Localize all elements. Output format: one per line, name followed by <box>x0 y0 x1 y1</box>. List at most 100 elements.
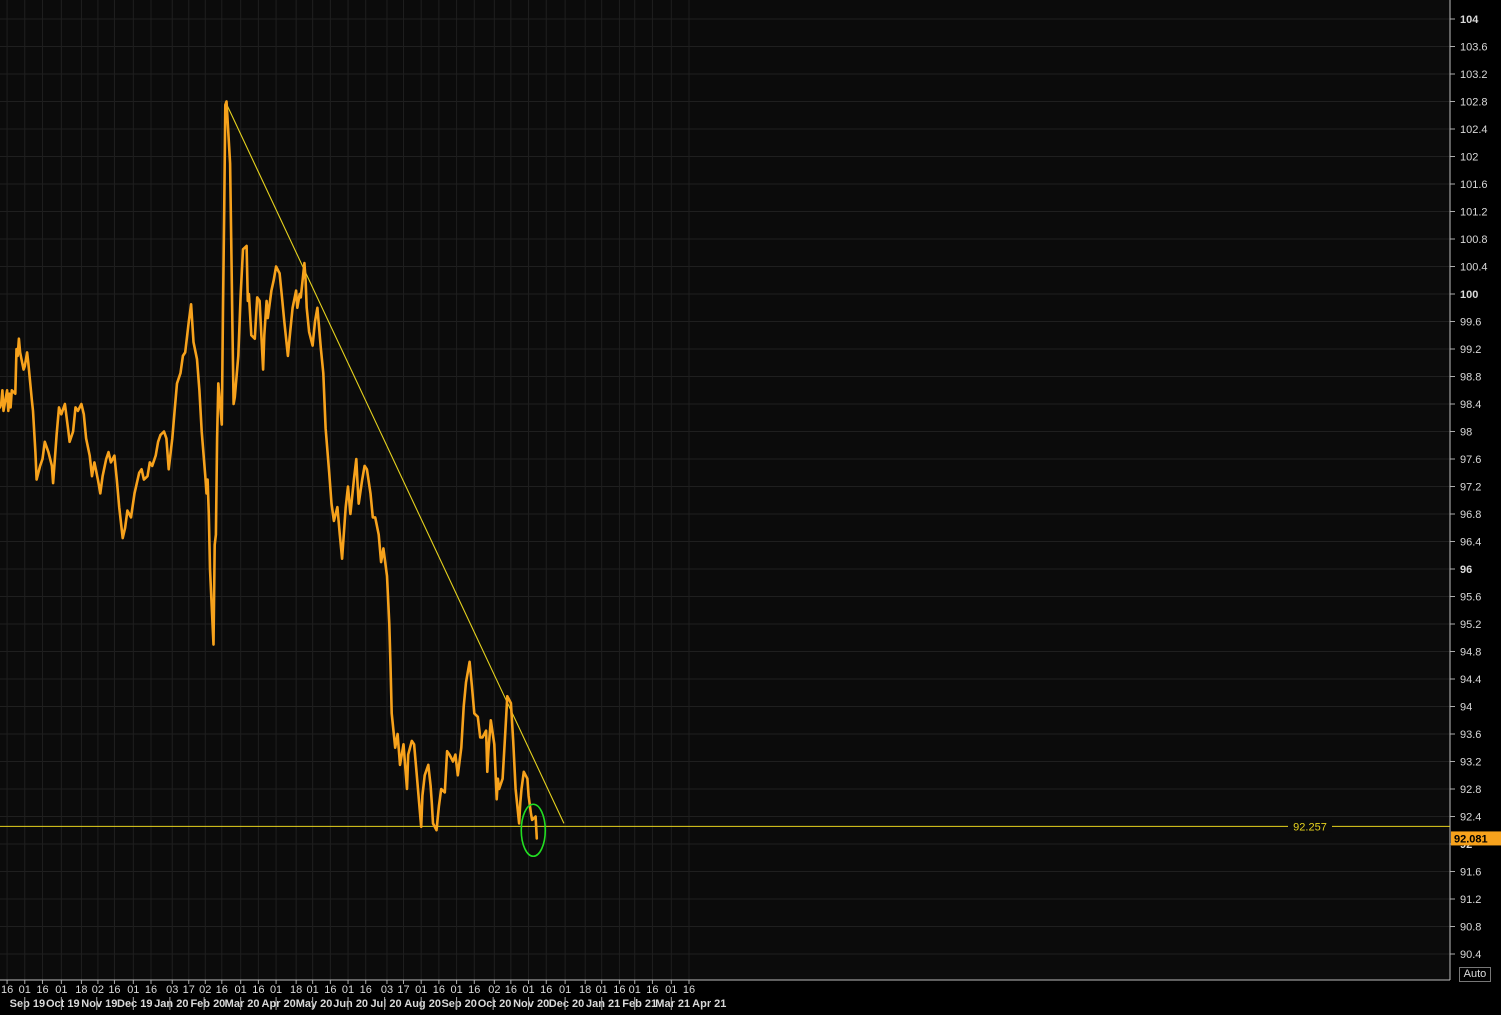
x-day-tick-label: 01 <box>596 984 608 996</box>
y-tick-label: 92.8 <box>1460 784 1481 796</box>
x-day-tick-label: 16 <box>145 984 157 996</box>
x-month-label: Mar 21 <box>655 998 690 1010</box>
x-month-label: Oct 19 <box>46 998 80 1010</box>
x-day-tick-label: 03 <box>381 984 393 996</box>
y-tick-label: 93.6 <box>1460 729 1481 741</box>
support-line-label: 92.257 <box>1293 821 1327 833</box>
y-tick-label: 92.4 <box>1460 812 1481 824</box>
x-day-tick-label: 16 <box>108 984 120 996</box>
x-day-tick-label: 16 <box>324 984 336 996</box>
y-tick-label: 100 <box>1460 289 1478 301</box>
last-price-tag <box>1451 831 1501 846</box>
x-day-tick-label: 01 <box>665 984 677 996</box>
y-tick-label: 101.2 <box>1460 207 1488 219</box>
x-month-label: Jan 21 <box>586 998 620 1010</box>
x-month-label: Jul 20 <box>370 998 401 1010</box>
x-month-label: Aug 20 <box>404 998 441 1010</box>
y-tick-label: 98.8 <box>1460 372 1481 384</box>
x-day-tick-label: 02 <box>92 984 104 996</box>
y-tick-label: 103.6 <box>1460 42 1488 54</box>
x-day-tick-label: 01 <box>559 984 571 996</box>
x-day-tick-label: 16 <box>433 984 445 996</box>
x-day-tick-label: 01 <box>522 984 534 996</box>
x-day-tick-label: 01 <box>270 984 282 996</box>
x-day-tick-label: 01 <box>127 984 139 996</box>
x-day-tick-label: 16 <box>540 984 552 996</box>
x-day-tick-label: 16 <box>683 984 695 996</box>
x-day-tick-label: 01 <box>415 984 427 996</box>
last-price-label: 92.081 <box>1454 833 1488 845</box>
y-tick-label: 102 <box>1460 152 1478 164</box>
x-day-tick-label: 16 <box>505 984 517 996</box>
x-month-label: Sep 20 <box>441 998 476 1010</box>
x-month-label: Nov 19 <box>81 998 117 1010</box>
x-day-tick-label: 01 <box>342 984 354 996</box>
y-tick-label: 90.8 <box>1460 922 1481 934</box>
y-tick-label: 100.8 <box>1460 234 1488 246</box>
x-month-label: Dec 20 <box>549 998 584 1010</box>
y-tick-label: 94.8 <box>1460 647 1481 659</box>
x-month-label: Nov 20 <box>513 998 549 1010</box>
x-month-label: Oct 20 <box>478 998 512 1010</box>
x-day-tick-label: 02 <box>199 984 211 996</box>
y-tick-label: 97.6 <box>1460 454 1481 466</box>
x-day-tick-label: 01 <box>55 984 67 996</box>
x-month-label: Jan 20 <box>154 998 188 1010</box>
y-tick-label: 96 <box>1460 564 1472 576</box>
x-day-tick-label: 01 <box>19 984 31 996</box>
price-series-line <box>0 100 539 840</box>
x-month-label: Jun 20 <box>333 998 368 1010</box>
x-day-tick-label: 18 <box>579 984 591 996</box>
y-tick-label: 103.2 <box>1460 69 1488 81</box>
x-day-tick-label: 17 <box>397 984 409 996</box>
y-tick-label: 98 <box>1460 427 1472 439</box>
x-day-tick-label: 16 <box>36 984 48 996</box>
x-day-tick-label: 16 <box>1 984 13 996</box>
support-label-bg <box>1288 819 1332 833</box>
y-tick-label: 96.4 <box>1460 537 1481 549</box>
y-tick-label: 104 <box>1460 14 1479 26</box>
y-tick-label: 98.4 <box>1460 399 1481 411</box>
y-tick-label: 94 <box>1460 702 1472 714</box>
x-day-tick-label: 16 <box>252 984 264 996</box>
x-day-tick-label: 16 <box>613 984 625 996</box>
x-day-tick-label: 16 <box>468 984 480 996</box>
x-month-label: May 20 <box>296 998 333 1010</box>
y-tick-label: 90.4 <box>1460 949 1481 961</box>
x-day-tick-label: 16 <box>216 984 228 996</box>
y-tick-label: 91.2 <box>1460 894 1481 906</box>
x-month-label: Dec 19 <box>117 998 152 1010</box>
x-month-label: Feb 20 <box>190 998 225 1010</box>
x-month-label: Mar 20 <box>225 998 260 1010</box>
y-tick-label: 99.2 <box>1460 344 1481 356</box>
x-day-tick-label: 18 <box>290 984 302 996</box>
x-month-label: Feb 21 <box>622 998 657 1010</box>
y-tick-label: 95.6 <box>1460 592 1481 604</box>
x-day-tick-label: 01 <box>307 984 319 996</box>
x-day-tick-label: 03 <box>166 984 178 996</box>
y-tick-label: 102.4 <box>1460 124 1488 136</box>
x-month-label: Apr 20 <box>262 998 296 1010</box>
y-tick-label: 96.8 <box>1460 509 1481 521</box>
y-tick-label: 97.2 <box>1460 482 1481 494</box>
auto-scale-button[interactable]: Auto <box>1459 967 1491 982</box>
x-day-tick-label: 16 <box>360 984 372 996</box>
y-tick-label: 94.4 <box>1460 674 1481 686</box>
y-tick-label: 95.2 <box>1460 619 1481 631</box>
y-tick-label: 91.6 <box>1460 867 1481 879</box>
highlight-ellipse <box>520 803 547 858</box>
y-tick-label: 93.2 <box>1460 757 1481 769</box>
y-tick-label: 102.8 <box>1460 97 1488 109</box>
x-day-tick-label: 17 <box>183 984 195 996</box>
x-day-tick-label: 01 <box>629 984 641 996</box>
x-day-tick-label: 18 <box>75 984 87 996</box>
x-month-label: Apr 21 <box>692 998 726 1010</box>
y-tick-label: 101.6 <box>1460 179 1488 191</box>
x-day-tick-label: 01 <box>450 984 462 996</box>
x-day-tick-label: 01 <box>235 984 247 996</box>
x-day-tick-label: 02 <box>488 984 500 996</box>
y-tick-label: 99.6 <box>1460 317 1481 329</box>
x-day-tick-label: 16 <box>646 984 658 996</box>
